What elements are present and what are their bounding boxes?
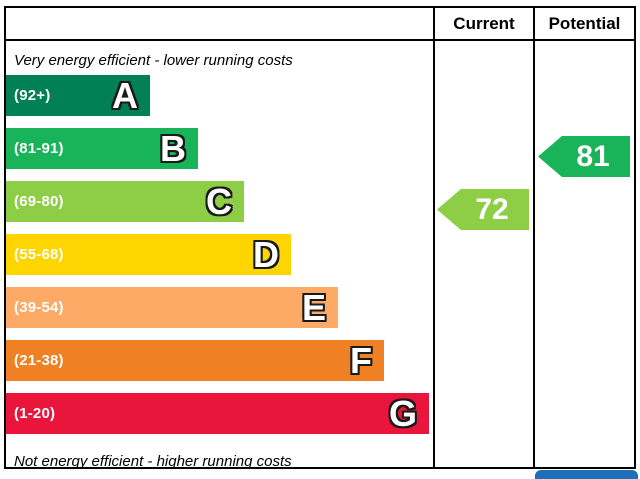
band-range-label: (81-91)	[14, 140, 64, 157]
band-bar-d: (55-68) D	[6, 234, 291, 275]
band-row-a: (92+) A	[6, 75, 433, 116]
band-range-label: (21-38)	[14, 352, 64, 369]
band-letter: E	[301, 286, 326, 328]
band-bar-b: (81-91) B	[6, 128, 198, 169]
band-list: (92+) A (81-91) B (69-80) C (55-68) D (39-54) E (2…	[6, 75, 433, 434]
current-rating-value: 72	[475, 192, 509, 226]
potential-column: 81	[533, 41, 634, 467]
band-bar-f: (21-38) F	[6, 340, 384, 381]
band-range-label: (69-80)	[14, 193, 64, 210]
potential-column-header: Potential	[533, 8, 634, 41]
band-row-c: (69-80) C	[6, 181, 433, 222]
band-letter: D	[253, 233, 279, 275]
band-letter: G	[388, 392, 417, 434]
band-letter: A	[112, 74, 138, 116]
band-row-g: (1-20) G	[6, 393, 433, 434]
band-bar-e: (39-54) E	[6, 287, 338, 328]
band-row-d: (55-68) D	[6, 234, 433, 275]
band-row-f: (21-38) F	[6, 340, 433, 381]
header-spacer	[6, 8, 433, 41]
potential-rating-value: 81	[576, 139, 610, 173]
band-row-e: (39-54) E	[6, 287, 433, 328]
footer-box-top-edge	[535, 470, 638, 479]
band-letter: C	[206, 180, 232, 222]
band-bar-c: (69-80) C	[6, 181, 244, 222]
band-letter: B	[160, 127, 186, 169]
top-caption: Very energy efficient - lower running co…	[14, 51, 293, 69]
band-range-label: (1-20)	[14, 405, 56, 422]
band-row-b: (81-91) B	[6, 128, 433, 169]
bands-area: Very energy efficient - lower running co…	[6, 41, 433, 467]
current-rating-arrow: 72	[437, 189, 529, 230]
current-column: 72	[433, 41, 533, 467]
band-range-label: (55-68)	[14, 246, 64, 263]
band-bar-g: (1-20) G	[6, 393, 429, 434]
chart-frame: Current Potential Very energy efficient …	[4, 6, 636, 469]
band-bar-a: (92+) A	[6, 75, 150, 116]
potential-rating-arrow: 81	[538, 136, 630, 177]
band-range-label: (39-54)	[14, 299, 64, 316]
bottom-caption: Not energy efficient - higher running co…	[14, 452, 292, 468]
band-letter: F	[350, 339, 372, 381]
band-range-label: (92+)	[14, 87, 51, 104]
current-column-header: Current	[433, 8, 533, 41]
